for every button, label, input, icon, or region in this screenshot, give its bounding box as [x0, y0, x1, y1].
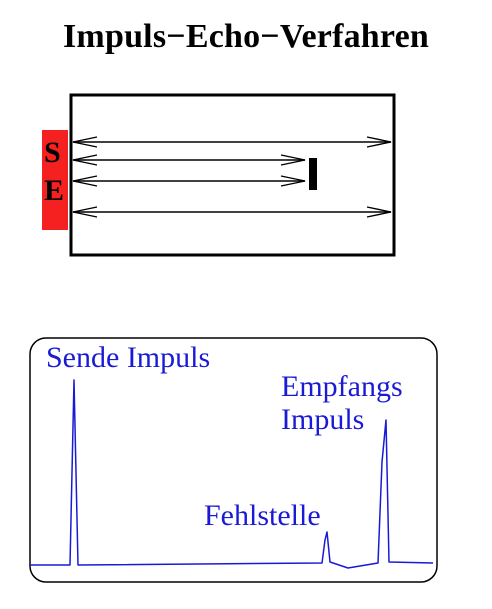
receive-pulse-label-line2: Impuls: [281, 403, 365, 436]
probe-sender-letter: S: [44, 136, 61, 169]
probe-receiver-letter: E: [44, 174, 65, 207]
diagram-title: Impuls−Echo−Verfahren: [63, 18, 429, 55]
send-pulse-label: Sende Impuls: [46, 341, 211, 374]
receive-pulse-label-line1: Empfangs: [281, 370, 403, 403]
specimen-block: [69, 93, 396, 257]
defect-marker: [309, 158, 317, 190]
oscilloscope-screen: [29, 337, 438, 583]
defect-label: Fehlstelle: [204, 499, 321, 532]
probe-transducer: [42, 130, 68, 230]
signal-trace: [30, 379, 434, 569]
